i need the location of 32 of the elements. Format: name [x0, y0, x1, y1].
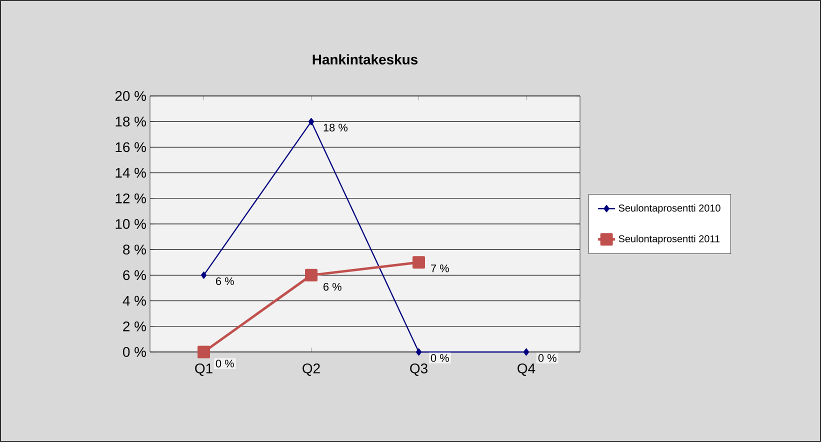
x-tick-label: Q1: [195, 363, 212, 376]
point: [523, 348, 530, 356]
y-tick-label: 8 %: [123, 244, 146, 255]
point: [308, 118, 314, 126]
y-tick-label: 10 %: [116, 219, 146, 229]
y-tick-label: 0 %: [123, 347, 146, 357]
data-label: 18 %: [324, 124, 348, 132]
data-label: 6 %: [216, 277, 234, 286]
legend-label: Seulontaprosentti 2010: [618, 204, 720, 214]
data-label: 0 %: [538, 354, 556, 362]
data-label: 0 %: [216, 360, 234, 368]
chart-title: Hankintakeskus: [312, 54, 418, 64]
point: [412, 256, 426, 269]
point: [305, 268, 318, 282]
x-tick-label: Q4: [518, 363, 536, 376]
y-tick-label: 18 %: [116, 116, 146, 127]
data-label: 7 %: [431, 264, 449, 272]
y-tick-label: 14 %: [116, 168, 146, 178]
data-label: 0 %: [430, 354, 449, 362]
y-tick-label: 20 %: [115, 91, 146, 101]
point: [198, 346, 210, 358]
y-tick-label: 16 %: [116, 142, 146, 152]
y-tick-label: 2 %: [123, 321, 146, 332]
x-tick-label: Q2: [302, 363, 320, 376]
y-tick-label: 6 %: [123, 270, 146, 280]
point: [416, 348, 422, 356]
y-tick-label: 12 %: [116, 193, 146, 204]
x-tick-label: Q3: [410, 363, 428, 376]
data-label: 6 %: [324, 282, 342, 291]
legend-label: Seulontaprosentti 2011: [618, 234, 720, 244]
y-tick-label: 4 %: [122, 296, 146, 306]
point: [200, 272, 207, 279]
